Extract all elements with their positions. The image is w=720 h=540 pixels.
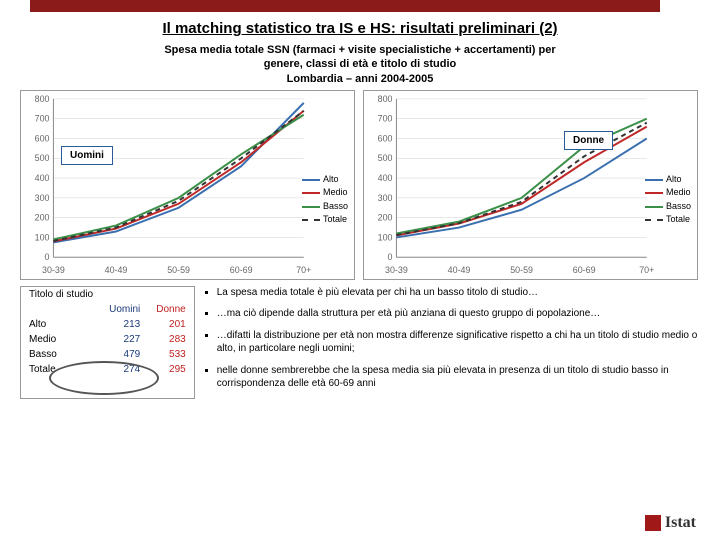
svg-text:50-59: 50-59 [510,265,533,275]
subtitle-l1: Spesa media totale SSN (farmaci + visite… [164,44,555,56]
bullet-item: …ma ciò dipende dalla struttura per età … [217,307,700,321]
table-header-title: Titolo di studio [21,287,101,302]
legend-totale: Totale [645,213,691,227]
svg-text:400: 400 [378,173,393,183]
chart-donne: 0 100 200 300 400 500 600 700 800 30-39 40-49 50-59… [363,90,698,280]
svg-text:600: 600 [35,133,50,143]
uomini-label: Uomini [61,146,113,165]
bullet-item: nelle donne sembrerebbe che la spesa med… [217,364,700,391]
header-band [30,0,660,12]
bottom-row: Titolo di studio Uomini Donne Alto213201… [20,286,700,399]
svg-text:200: 200 [35,213,50,223]
svg-text:100: 100 [35,232,50,242]
svg-text:700: 700 [35,114,50,124]
svg-text:500: 500 [35,153,50,163]
svg-text:500: 500 [378,153,393,163]
donne-label: Donne [564,131,613,150]
bullet-item: …difatti la distribuzione per età non mo… [217,329,700,356]
svg-text:70+: 70+ [639,265,654,275]
svg-text:700: 700 [378,114,393,124]
bullet-item: La spesa media totale è più elevata per … [217,286,700,300]
legend-medio: Medio [302,186,348,200]
logo-square-icon [645,515,661,531]
svg-text:300: 300 [378,193,393,203]
legend-basso: Basso [302,200,348,214]
svg-text:70+: 70+ [296,265,311,275]
legend-donne: AltoMedioBassoTotale [645,173,691,227]
summary-table: Titolo di studio Uomini Donne Alto213201… [20,286,195,399]
svg-text:0: 0 [45,252,50,262]
legend-totale: Totale [302,213,348,227]
svg-text:30-39: 30-39 [42,265,65,275]
highlight-circle [49,361,159,395]
charts-row: 0 100 200 300 400 500 600 700 800 30-39 40-49 50-59… [20,90,700,280]
legend-basso: Basso [645,200,691,214]
logo-text: Istat [665,514,696,532]
page-title: Il matching statistico tra IS e HS: risu… [30,20,690,37]
legend-alto: Alto [645,173,691,187]
svg-text:100: 100 [378,232,393,242]
table-row: Medio227283 [21,332,194,347]
svg-text:60-69: 60-69 [573,265,596,275]
svg-text:600: 600 [378,133,393,143]
subtitle-l2: genere, classi di età e titolo di studio [264,58,457,70]
subtitle: Spesa media totale SSN (farmaci + visite… [50,43,670,86]
table-row: Alto213201 [21,317,194,332]
legend-medio: Medio [645,186,691,200]
svg-text:400: 400 [35,173,50,183]
svg-text:300: 300 [35,193,50,203]
svg-text:30-39: 30-39 [385,265,408,275]
col-d: Donne [148,302,193,317]
svg-text:0: 0 [388,252,393,262]
col-u: Uomini [101,302,148,317]
svg-text:40-49: 40-49 [105,265,128,275]
legend-alto: Alto [302,173,348,187]
istat-logo: Istat [645,514,696,532]
chart-uomini: 0 100 200 300 400 500 600 700 800 30-39 40-49 50-59… [20,90,355,280]
table-row: Basso479533 [21,347,194,362]
subtitle-l3: Lombardia – anni 2004-2005 [287,73,434,85]
svg-text:200: 200 [378,213,393,223]
svg-text:800: 800 [378,94,393,104]
svg-text:50-59: 50-59 [167,265,190,275]
svg-text:40-49: 40-49 [448,265,471,275]
legend-uomini: AltoMedioBassoTotale [302,173,348,227]
svg-text:60-69: 60-69 [230,265,253,275]
bullet-list: La spesa media totale è più elevata per … [203,286,700,399]
svg-text:800: 800 [35,94,50,104]
